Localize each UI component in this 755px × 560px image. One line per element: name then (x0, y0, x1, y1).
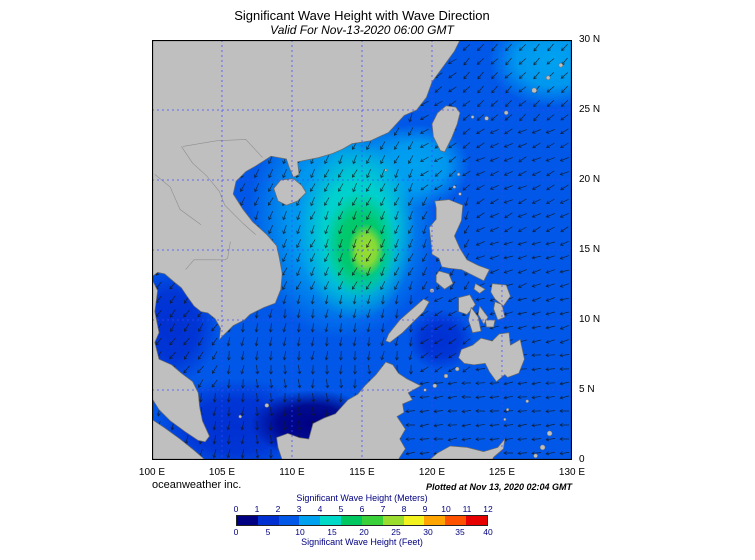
lon-label-120e: 120 E (418, 467, 446, 478)
lat-label-5n: 5 N (579, 384, 595, 395)
colorbar-segment (361, 516, 383, 525)
meters-tick-label: 12 (483, 504, 493, 514)
meters-tick-label: 2 (275, 504, 281, 514)
meters-tick-label: 11 (462, 504, 472, 514)
colorbar-segment (341, 516, 362, 525)
meters-tick-label: 1 (254, 504, 260, 514)
meters-tick-label: 0 (233, 504, 239, 514)
colorbar-segment (299, 516, 321, 525)
legend-meters-ticks: 0 1 2 3 4 5 6 7 8 9 10 11 12 (233, 504, 493, 514)
meters-tick-label: 5 (338, 504, 344, 514)
meters-tick-label: 3 (296, 504, 302, 514)
legend-title-feet: Significant Wave Height (Feet) (301, 537, 423, 547)
legend-feet-ticks: 0 5 10 15 20 25 30 35 40 (233, 527, 493, 537)
meters-tick-label: 8 (401, 504, 407, 514)
meters-tick-label: 4 (317, 504, 323, 514)
oceanweather-credit: oceanweather inc. (152, 479, 242, 491)
feet-tick-label: 40 (483, 527, 493, 537)
feet-tick-label: 5 (265, 527, 271, 537)
meters-tick-label: 7 (380, 504, 386, 514)
lon-label-110e: 110 E (279, 467, 305, 478)
plotted-timestamp: Plotted at Nov 13, 2020 02:04 GMT (425, 482, 572, 492)
feet-tick-label: 10 (295, 527, 305, 537)
colorbar-segment (257, 516, 279, 525)
colorbar (236, 515, 488, 526)
legend-title-meters: Significant Wave Height (Meters) (296, 493, 428, 503)
colorbar-segment (445, 516, 467, 525)
colorbar-segment (320, 516, 342, 525)
lat-label-10n: 10 N (579, 314, 601, 325)
feet-tick-label: 15 (327, 527, 337, 537)
lon-label-115e: 115 E (349, 467, 375, 478)
colorbar-segment (237, 516, 258, 525)
lat-label-20n: 20 N (579, 174, 601, 185)
meters-tick-label: 6 (359, 504, 365, 514)
lat-label-30n: 30 N (579, 34, 601, 45)
lat-label-15n: 15 N (579, 244, 601, 255)
map-area: 30 N 25 N 20 N 15 N 10 N 5 N 0 100 E 105… (139, 34, 600, 478)
lon-label-100e: 100 E (138, 467, 166, 478)
meters-tick-label: 10 (441, 504, 451, 514)
lat-label-25n: 25 N (579, 104, 601, 115)
chart-title: Significant Wave Height with Wave Direct… (234, 8, 490, 23)
lat-label-0: 0 (579, 454, 585, 465)
chart-subtitle: Valid For Nov-13-2020 06:00 GMT (270, 23, 454, 37)
colorbar-segment (382, 516, 404, 525)
feet-tick-label: 30 (423, 527, 433, 537)
lon-label-125e: 125 E (488, 467, 516, 478)
feet-tick-label: 35 (455, 527, 465, 537)
feet-tick-label: 25 (391, 527, 401, 537)
lon-label-130e: 130 E (558, 467, 586, 478)
colorbar-segment (278, 516, 300, 525)
meters-tick-label: 9 (422, 504, 428, 514)
feet-tick-label: 20 (359, 527, 369, 537)
lon-label-105e: 105 E (208, 467, 236, 478)
feet-tick-label: 0 (233, 527, 239, 537)
wave-height-map (152, 40, 572, 460)
colorbar-segment (403, 516, 425, 525)
colorbar-segment (466, 516, 487, 525)
colorbar-segment (424, 516, 446, 525)
